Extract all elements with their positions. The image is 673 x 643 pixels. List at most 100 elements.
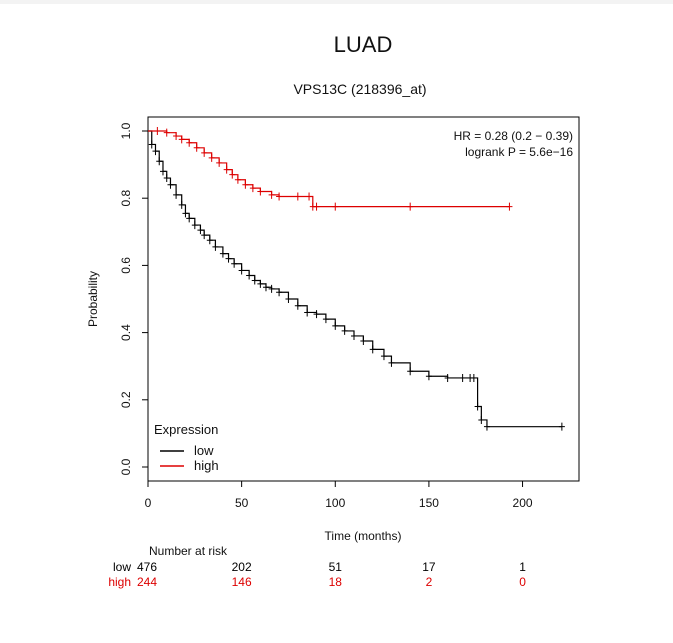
censor-mark-low bbox=[231, 259, 238, 268]
censor-mark-high bbox=[229, 170, 236, 179]
censor-mark-high bbox=[313, 202, 320, 211]
censor-mark-low bbox=[173, 190, 180, 199]
x-axis-label: Time (months) bbox=[325, 529, 402, 543]
censor-mark-low bbox=[341, 326, 348, 335]
censor-mark-low bbox=[156, 157, 163, 166]
censor-mark-low bbox=[360, 337, 367, 345]
censor-mark-low bbox=[159, 167, 166, 176]
censor-mark-low bbox=[167, 180, 174, 189]
censor-mark-high bbox=[257, 187, 264, 196]
y-tick-label: 1.0 bbox=[119, 122, 133, 139]
risk-row-label-low: low bbox=[113, 560, 131, 574]
censor-mark-high bbox=[506, 202, 513, 211]
censor-mark-low bbox=[470, 373, 477, 382]
legend-title: Expression bbox=[154, 422, 218, 437]
censor-mark-high bbox=[216, 158, 223, 167]
censor-mark-low bbox=[483, 422, 490, 431]
risk-count-low: 476 bbox=[137, 560, 157, 574]
censor-mark-low bbox=[474, 402, 481, 411]
x-tick-label: 100 bbox=[325, 496, 345, 510]
y-axis: 0.0 0.2 0.4 0.6 0.8 1.0 bbox=[119, 122, 148, 475]
risk-count-high: 0 bbox=[519, 575, 526, 589]
y-tick-label: 0.2 bbox=[119, 391, 133, 408]
censor-mark-low bbox=[351, 331, 357, 340]
chart-title: LUAD bbox=[334, 32, 393, 57]
censor-mark-low bbox=[225, 254, 232, 263]
risk-count-high: 244 bbox=[137, 575, 157, 589]
censor-mark-high bbox=[407, 202, 414, 211]
censor-mark-low bbox=[380, 352, 387, 361]
censor-mark-high bbox=[294, 192, 301, 201]
risk-count-high: 146 bbox=[232, 575, 252, 589]
x-tick-label: 50 bbox=[235, 496, 249, 510]
x-axis: 0 50 100 150 200 bbox=[145, 481, 533, 510]
censor-mark-low bbox=[178, 200, 185, 209]
legend: Expression low high bbox=[154, 422, 219, 473]
censor-mark-low bbox=[238, 266, 245, 275]
x-tick-label: 150 bbox=[419, 496, 439, 510]
censor-mark-high bbox=[208, 153, 215, 162]
censor-mark-low bbox=[304, 308, 311, 317]
top-bar bbox=[0, 0, 673, 4]
chart-subtitle: VPS13C (218396_at) bbox=[293, 81, 426, 97]
censor-mark-high bbox=[234, 175, 241, 184]
hazard-ratio-text: HR = 0.28 (0.2 − 0.39) bbox=[454, 129, 573, 143]
y-tick-label: 0.6 bbox=[119, 257, 133, 274]
legend-label-high: high bbox=[194, 458, 219, 473]
censor-mark-high bbox=[178, 135, 185, 144]
censor-mark-high bbox=[201, 148, 208, 157]
censor-mark-high bbox=[173, 132, 180, 141]
censor-mark-low bbox=[219, 249, 226, 258]
censor-mark-low bbox=[313, 310, 320, 319]
censor-mark-high bbox=[163, 128, 170, 137]
censor-mark-low bbox=[276, 288, 283, 297]
censor-mark-low bbox=[197, 226, 204, 235]
censor-mark-low bbox=[257, 279, 264, 288]
censor-mark-low bbox=[186, 214, 193, 223]
censor-mark-low bbox=[201, 231, 208, 240]
risk-table-title: Number at risk bbox=[149, 544, 228, 558]
risk-count-low: 17 bbox=[422, 560, 436, 574]
censor-mark-low bbox=[478, 415, 485, 424]
censor-mark-low bbox=[294, 301, 301, 310]
censor-mark-low bbox=[251, 276, 258, 285]
censor-mark-low bbox=[332, 321, 339, 330]
legend-label-low: low bbox=[194, 443, 214, 458]
censor-mark-low bbox=[163, 174, 170, 183]
risk-table: low 476 202 51 17 1 high 244 146 18 2 0 bbox=[108, 560, 526, 589]
censor-mark-low bbox=[268, 284, 275, 293]
censor-mark-low bbox=[262, 283, 269, 292]
risk-count-low: 51 bbox=[329, 560, 343, 574]
censor-mark-high bbox=[268, 190, 275, 199]
y-tick-label: 0.0 bbox=[119, 458, 133, 475]
censor-mark-high bbox=[276, 192, 283, 201]
curve-low bbox=[148, 130, 562, 428]
censor-mark-low bbox=[182, 209, 189, 218]
censor-mark-low bbox=[425, 372, 432, 381]
risk-count-high: 18 bbox=[329, 575, 343, 589]
risk-count-low: 1 bbox=[519, 560, 526, 574]
y-tick-label: 0.8 bbox=[119, 190, 133, 207]
censor-mark-high bbox=[154, 127, 161, 135]
censor-mark-low bbox=[407, 367, 414, 376]
censor-mark-high bbox=[332, 202, 339, 211]
censor-mark-low bbox=[212, 242, 219, 251]
censor-mark-high bbox=[242, 180, 249, 189]
risk-row-label-high: high bbox=[108, 575, 131, 589]
x-tick-label: 0 bbox=[145, 496, 152, 510]
censor-mark-low bbox=[206, 236, 213, 245]
censor-mark-low bbox=[388, 358, 395, 367]
plot-frame bbox=[147, 116, 580, 482]
censor-mark-low bbox=[369, 345, 376, 354]
censor-mark-low bbox=[148, 140, 155, 149]
censor-mark-low bbox=[558, 422, 565, 431]
censor-mark-high bbox=[193, 143, 200, 152]
y-tick-label: 0.4 bbox=[119, 324, 133, 341]
x-tick-label: 200 bbox=[513, 496, 533, 510]
risk-count-high: 2 bbox=[426, 575, 433, 589]
censor-mark-low bbox=[285, 295, 292, 303]
censor-mark-high bbox=[223, 165, 230, 174]
censor-mark-low bbox=[152, 147, 159, 156]
censor-mark-high bbox=[306, 192, 313, 201]
